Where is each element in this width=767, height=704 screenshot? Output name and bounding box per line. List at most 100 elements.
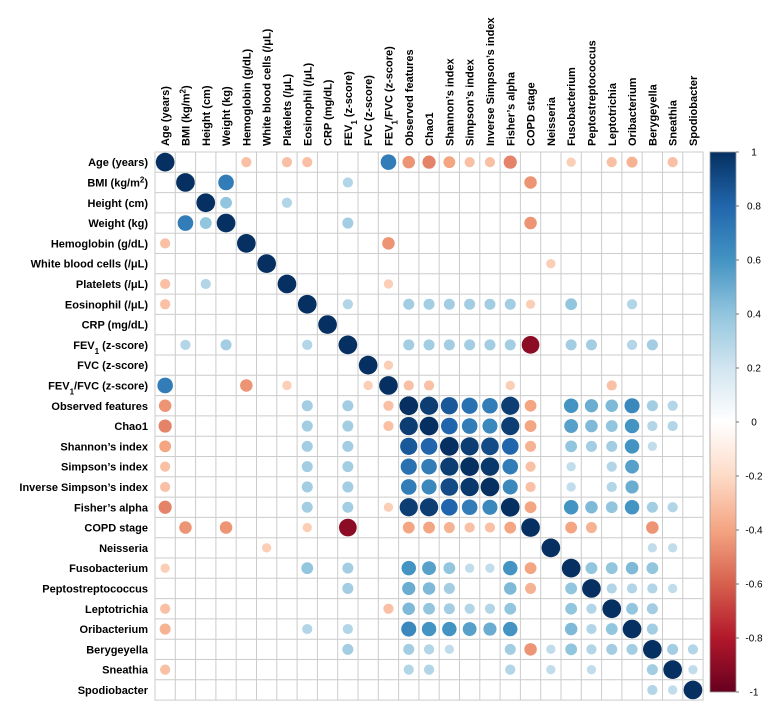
corr-circle-26-25	[667, 685, 678, 695]
corr-circle-7-13	[423, 298, 435, 310]
corr-circle-18-24	[646, 521, 659, 534]
corr-circle-0-20	[566, 157, 576, 167]
corr-circle-9-3	[220, 339, 232, 351]
corr-circle-12-24	[646, 400, 658, 412]
corr-circle-3-18	[524, 216, 537, 230]
corr-circle-13-7	[301, 420, 313, 432]
corr-circle-9-15	[464, 339, 476, 351]
corr-circle-19-5	[261, 543, 272, 553]
color-bar	[709, 151, 737, 693]
corr-circle-12-11	[383, 400, 394, 411]
corr-circle-17-17	[500, 497, 520, 517]
corr-circle-24-24	[643, 640, 662, 659]
column-label: BMI (kg/m2)	[178, 85, 193, 146]
corr-circle-15-16	[480, 457, 500, 476]
corr-circle-20-21	[585, 562, 598, 575]
corr-circle-3-1	[177, 215, 194, 231]
corr-circle-12-15	[461, 397, 478, 414]
corr-circle-18-14	[443, 522, 455, 534]
corr-circle-22-23	[626, 602, 638, 615]
corr-circle-17-7	[301, 501, 313, 513]
row-label: Peptostreptococcus	[42, 583, 148, 595]
corr-circle-14-21	[585, 440, 597, 452]
corr-circle-21-13	[422, 582, 436, 595]
row-label: Oribacterium	[80, 624, 149, 636]
column-label: FEV1/FVC (z-score)	[383, 46, 399, 146]
corr-circle-7-15	[464, 298, 476, 310]
corr-circle-9-1	[180, 339, 191, 350]
corr-circle-18-1	[179, 521, 192, 534]
corr-circle-24-9	[342, 643, 354, 655]
corr-circle-21-14	[443, 582, 455, 594]
corr-circle-23-17	[503, 621, 518, 637]
corr-circle-5-5	[257, 254, 276, 273]
column-label: Leptotrichia	[607, 82, 619, 146]
corr-circle-18-7	[302, 522, 312, 533]
corr-circle-14-7	[301, 440, 313, 452]
corr-circle-18-21	[585, 522, 597, 534]
corr-circle-21-9	[342, 582, 354, 594]
corr-circle-15-18	[525, 461, 536, 472]
corr-circle-12-25	[667, 400, 678, 411]
color-bar-tick-label: -0.2	[745, 472, 763, 483]
column-labels: Age (years) BMI (kg/m2) Height (cm) Weight …	[160, 17, 700, 146]
corr-circle-9-23	[626, 339, 638, 350]
corr-circle-15-13	[421, 458, 437, 475]
corr-circle-20-22	[605, 562, 618, 575]
corr-circle-25-12	[403, 664, 414, 675]
corr-circle-15-23	[625, 459, 639, 474]
row-label: Berygeyella	[86, 644, 149, 656]
corr-circle-0-6	[281, 157, 293, 168]
row-label: Height (cm)	[88, 198, 149, 210]
corr-circle-23-24	[646, 623, 658, 635]
corr-circle-14-14	[440, 437, 459, 456]
corr-circle-9-20	[565, 339, 577, 351]
corr-circle-17-15	[461, 499, 478, 516]
corr-circle-22-14	[443, 603, 455, 615]
corr-circle-18-13	[423, 521, 435, 534]
corr-circle-24-19	[546, 644, 556, 655]
corr-circle-21-17	[503, 582, 517, 595]
corr-circle-14-20	[565, 440, 578, 453]
row-label: Platelets (/μL)	[76, 279, 148, 291]
corr-circle-12-23	[624, 398, 640, 414]
row-label: CRP (mg/dL)	[82, 320, 149, 332]
corr-circle-2-3	[220, 196, 232, 209]
column-label: Spodiobacter	[688, 75, 700, 146]
corr-circle-0-11	[380, 154, 397, 170]
row-label: Hemoglobin (g/dL)	[51, 238, 148, 250]
corr-circle-17-12	[399, 498, 418, 517]
corr-circle-24-17	[504, 643, 516, 655]
corr-circle-18-20	[565, 521, 578, 534]
corr-circle-11-6	[282, 380, 292, 391]
column-label: FEV1 (z-score)	[343, 71, 359, 146]
corr-circle-11-0	[157, 377, 173, 394]
corr-circle-12-18	[524, 399, 537, 412]
corr-circle-21-24	[647, 583, 658, 594]
color-bar-tick-label: 0.2	[747, 364, 761, 375]
correlation-circles	[155, 152, 703, 700]
row-label: Neisseria	[99, 543, 149, 555]
corr-circle-23-16	[483, 622, 497, 636]
row-label: Sneathia	[102, 665, 149, 677]
corr-circle-18-18	[521, 518, 540, 537]
color-legend: 1 0.8 0.6 0.4 0.2 0 -0.2 -0.4 -0.6 -0.8 -1	[709, 148, 763, 699]
corr-circle-16-18	[525, 481, 536, 493]
column-label: Platelets (/μL)	[282, 74, 294, 146]
corr-circle-12-14	[440, 397, 458, 415]
corr-circle-9-24	[646, 339, 658, 351]
corr-circle-9-12	[403, 339, 415, 351]
row-label: COPD stage	[84, 523, 148, 535]
column-label: Berygeyella	[647, 83, 659, 146]
row-label: Fisher’s alpha	[74, 502, 149, 514]
row-label: FVC (z-score)	[77, 360, 148, 372]
corr-circle-21-12	[402, 581, 416, 596]
corr-circle-17-13	[419, 498, 439, 517]
row-label: FEV1/FVC (z-score)	[48, 380, 148, 396]
corr-circle-14-16	[481, 437, 499, 456]
corr-circle-10-10	[358, 355, 378, 375]
corr-circle-23-13	[421, 621, 437, 637]
corr-circle-25-17	[505, 664, 516, 675]
corr-circle-25-13	[423, 664, 435, 675]
corr-circle-20-12	[401, 560, 416, 576]
